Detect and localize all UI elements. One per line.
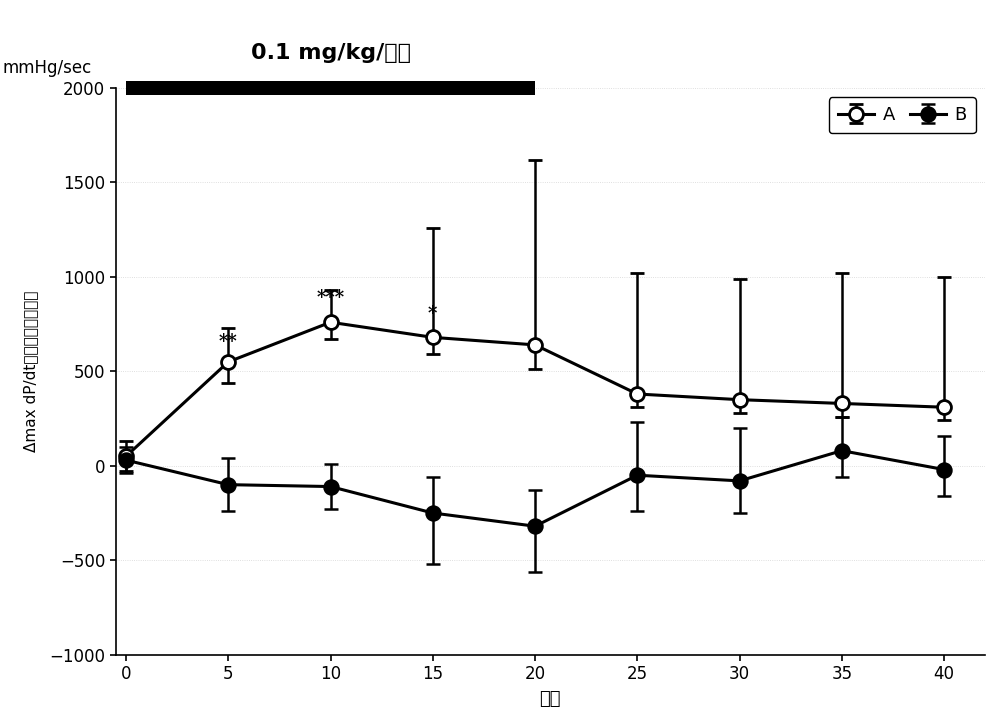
Y-axis label: Δmax dP/dt（与先前值的差）: Δmax dP/dt（与先前值的差） bbox=[23, 291, 38, 452]
Text: *: * bbox=[428, 305, 437, 323]
X-axis label: 分钟: 分钟 bbox=[540, 690, 561, 708]
Text: mmHg/sec: mmHg/sec bbox=[3, 59, 92, 77]
Text: ***: *** bbox=[316, 289, 345, 307]
Text: **: ** bbox=[219, 333, 238, 351]
Text: 0.1 mg/kg/分钟: 0.1 mg/kg/分钟 bbox=[251, 43, 411, 64]
Legend: A, B: A, B bbox=[829, 97, 976, 133]
Bar bbox=[126, 82, 535, 95]
